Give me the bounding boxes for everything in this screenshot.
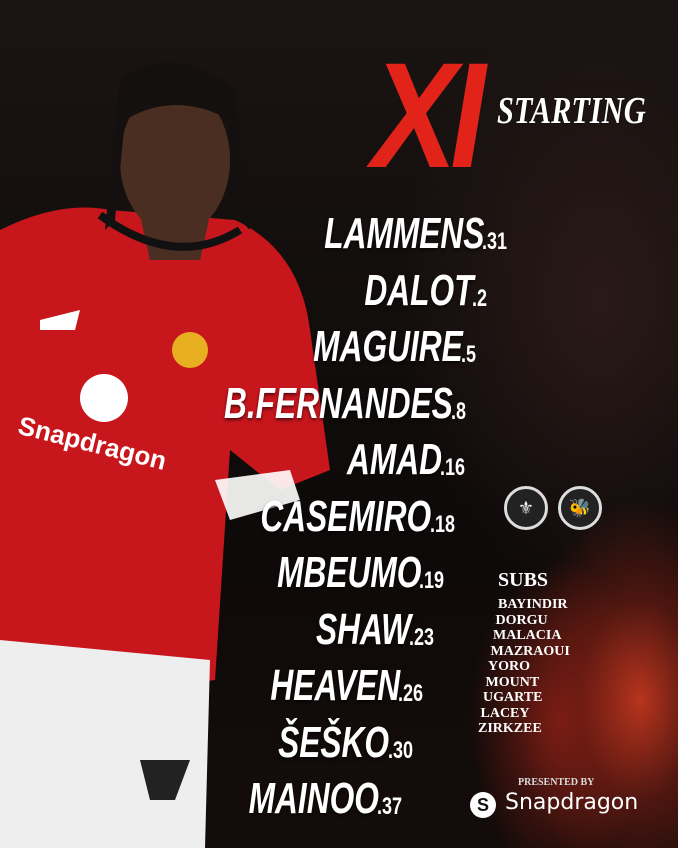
presented-by: PRESENTED BY <box>518 777 595 788</box>
player-name: CASEMIRO <box>260 491 432 541</box>
starter-row: DALOT .2 <box>0 265 486 315</box>
player-number: .5 <box>461 341 477 368</box>
player-number: .23 <box>408 623 434 651</box>
sub-player: MOUNT <box>485 674 540 690</box>
player-number: .18 <box>429 510 455 538</box>
player-number: .19 <box>419 567 445 594</box>
player-name: AMAD <box>346 435 442 484</box>
starter-row: LAMMENS .31 <box>0 209 507 258</box>
sub-player: ZIRKZEE <box>478 721 542 736</box>
player-name: HEAVEN <box>270 661 400 710</box>
starter-row: MAINOO .37 <box>0 774 402 823</box>
player-number: .30 <box>387 736 413 764</box>
manchester-united-crest-icon: ⚜ <box>504 486 548 530</box>
player-name: SHAW <box>315 604 411 654</box>
starter-row: MBEUMO .19 <box>0 548 444 597</box>
starter-row: HEAVEN .26 <box>0 661 423 710</box>
starter-row: SHAW .23 <box>0 604 433 654</box>
sub-player: YORO <box>488 659 530 674</box>
player-name: ŠEŠKO <box>278 717 390 767</box>
starter-row: B.FERNANDES .8 <box>0 378 466 428</box>
sub-player: BAYINDIR <box>498 597 568 612</box>
player-photo <box>0 85 330 848</box>
player-number: .37 <box>377 793 403 820</box>
player-number: .2 <box>471 284 487 312</box>
starter-row: ŠEŠKO .30 <box>0 717 413 767</box>
snapdragon-logo-icon: S <box>470 792 496 818</box>
player-number: .26 <box>398 680 424 707</box>
sub-player: UGARTE <box>483 690 543 705</box>
player-name: MAGUIRE <box>313 322 463 371</box>
player-number: .8 <box>450 397 466 425</box>
player-name: MBEUMO <box>276 548 421 597</box>
starter-row: MAGUIRE .5 <box>0 322 476 371</box>
sub-player: MAZRAOUI <box>490 643 570 659</box>
sub-player: MALACIA <box>493 628 562 643</box>
player-name: B.FERNANDES <box>223 378 453 428</box>
player-name: DALOT <box>364 265 474 315</box>
xi-title: XI <box>372 31 486 199</box>
starter-row: AMAD .16 <box>0 435 465 484</box>
player-number: .16 <box>440 454 466 481</box>
subs-title: SUBS <box>498 569 549 591</box>
player-number: .31 <box>482 228 508 255</box>
sub-player: DORGU <box>495 612 548 628</box>
brentford-crest-icon: 🐝 <box>558 486 602 530</box>
player-name: MAINOO <box>248 774 379 823</box>
sub-player: LACEY <box>480 705 530 721</box>
starting-title: STARTING <box>497 90 646 132</box>
sponsor-name: Snapdragon <box>505 790 639 815</box>
player-name: LAMMENS <box>323 209 484 258</box>
starter-row: CASEMIRO .18 <box>0 491 455 541</box>
